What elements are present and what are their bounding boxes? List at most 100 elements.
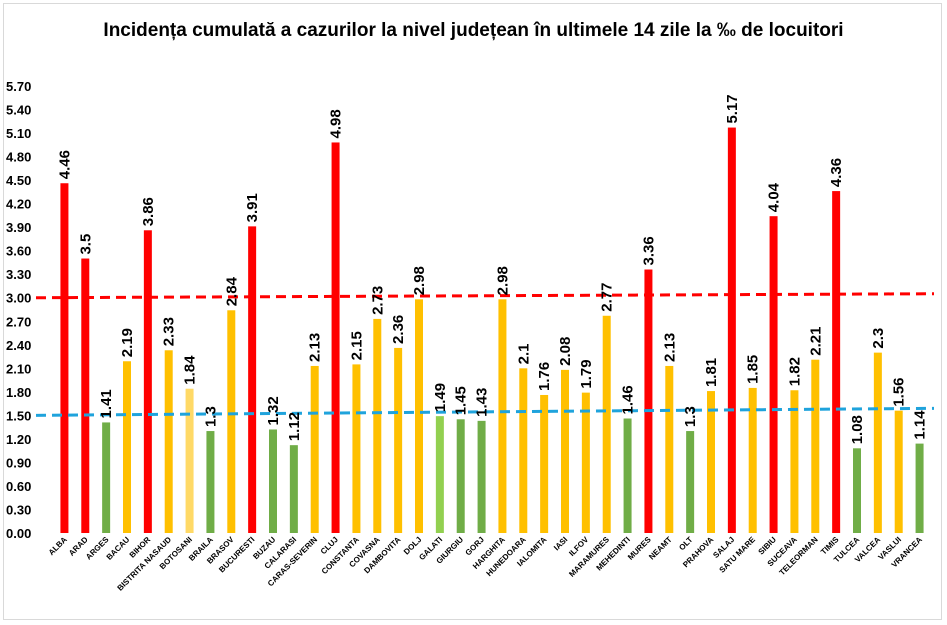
bar bbox=[644, 269, 653, 533]
value-label: 2.98 bbox=[411, 266, 428, 295]
value-label: 2.1 bbox=[515, 343, 532, 364]
bar bbox=[373, 318, 382, 533]
value-label: 3.5 bbox=[77, 234, 94, 255]
value-label: 3.36 bbox=[640, 236, 657, 265]
bar bbox=[248, 226, 257, 533]
bar bbox=[623, 418, 632, 533]
bar bbox=[790, 390, 799, 533]
value-label: 1.08 bbox=[849, 415, 866, 444]
value-label: 4.98 bbox=[328, 109, 345, 138]
value-label: 1.79 bbox=[578, 359, 595, 388]
value-label: 1.56 bbox=[891, 377, 908, 406]
bar bbox=[81, 258, 90, 533]
value-label: 1.41 bbox=[98, 389, 115, 418]
value-label: 1.85 bbox=[745, 355, 762, 384]
y-tick-label: 2.10 bbox=[6, 361, 31, 376]
value-label: 2.33 bbox=[161, 317, 178, 346]
bar bbox=[561, 369, 569, 533]
bar bbox=[477, 420, 486, 533]
y-tick-label: 1.80 bbox=[6, 385, 31, 400]
y-tick-label: 3.00 bbox=[6, 291, 31, 306]
chart-title: Incidența cumulată a cazurilor la nivel … bbox=[103, 20, 844, 41]
category-label: IASI bbox=[552, 535, 569, 552]
bar bbox=[540, 394, 549, 533]
value-label: 1.32 bbox=[265, 396, 282, 425]
y-tick-label: 4.20 bbox=[6, 197, 31, 212]
chart-frame bbox=[3, 3, 942, 620]
bar bbox=[102, 422, 111, 533]
value-labels: 4.46 3.5 1.41 2.19 3.86 2.331.84 1.3 2.84 3.91 1.… bbox=[56, 94, 928, 444]
bar bbox=[185, 388, 194, 533]
y-axis-ticks: 0.00 0.30 0.60 0.90 1.20 1.50 1.80 2.10 2.40 2.70… bbox=[6, 79, 31, 541]
value-label: 3.91 bbox=[244, 193, 261, 222]
bar bbox=[456, 419, 465, 533]
bars-group bbox=[60, 127, 924, 534]
bar bbox=[915, 443, 924, 533]
y-tick-label: 4.50 bbox=[6, 173, 31, 188]
value-label: 1.84 bbox=[182, 355, 199, 385]
value-label: 3.86 bbox=[140, 197, 157, 226]
bar bbox=[873, 352, 882, 533]
bar bbox=[206, 431, 215, 533]
value-label: 4.46 bbox=[56, 150, 73, 179]
bar bbox=[60, 183, 69, 534]
value-label: 1.14 bbox=[912, 410, 929, 440]
value-label: 2.77 bbox=[599, 283, 616, 312]
bar bbox=[665, 365, 674, 533]
value-label: 2.36 bbox=[390, 315, 407, 344]
bar bbox=[519, 368, 528, 533]
bar bbox=[143, 230, 152, 534]
bar bbox=[498, 299, 507, 533]
y-tick-label: 3.60 bbox=[6, 244, 31, 259]
bar bbox=[727, 127, 736, 533]
y-tick-label: 5.70 bbox=[6, 79, 31, 94]
category-label: OLT bbox=[677, 535, 694, 552]
y-tick-label: 0.30 bbox=[6, 502, 31, 517]
value-label: 1.81 bbox=[703, 358, 720, 387]
y-tick-label: 1.50 bbox=[6, 408, 31, 423]
bar bbox=[686, 431, 695, 533]
value-label: 2.13 bbox=[661, 333, 678, 362]
value-label: 2.19 bbox=[119, 328, 136, 357]
reference-line bbox=[35, 292, 935, 300]
value-label: 2.13 bbox=[307, 333, 324, 362]
y-tick-label: 1.20 bbox=[6, 432, 31, 447]
bar bbox=[164, 350, 173, 533]
y-tick-label: 0.00 bbox=[6, 526, 31, 541]
value-label: 2.73 bbox=[369, 286, 386, 315]
bar bbox=[123, 361, 131, 533]
bar bbox=[394, 347, 403, 533]
bar bbox=[748, 387, 757, 533]
value-label: 2.98 bbox=[494, 266, 511, 295]
y-tick-label: 2.40 bbox=[6, 338, 31, 353]
bar bbox=[289, 445, 298, 533]
reference-line bbox=[35, 406, 935, 417]
category-label: BACAU bbox=[105, 535, 132, 562]
value-label: 1.12 bbox=[286, 412, 303, 441]
bar bbox=[581, 392, 590, 533]
value-label: 5.17 bbox=[724, 94, 741, 123]
bar bbox=[769, 216, 778, 533]
y-tick-label: 5.40 bbox=[6, 103, 31, 118]
y-tick-label: 5.10 bbox=[6, 126, 31, 141]
y-tick-label: 3.30 bbox=[6, 267, 31, 282]
y-tick-label: 0.60 bbox=[6, 479, 31, 494]
bar bbox=[853, 448, 861, 533]
bar bbox=[602, 315, 611, 533]
value-label: 2.21 bbox=[807, 326, 824, 355]
value-label: 1.46 bbox=[620, 385, 637, 414]
value-label: 1.43 bbox=[474, 388, 491, 417]
bar bbox=[415, 299, 423, 533]
y-tick-label: 4.80 bbox=[6, 150, 31, 165]
value-label: 2.15 bbox=[348, 331, 365, 360]
value-label: 4.04 bbox=[766, 182, 783, 212]
value-label: 1.76 bbox=[536, 362, 553, 391]
value-label: 1.3 bbox=[202, 406, 219, 427]
y-tick-label: 0.90 bbox=[6, 455, 31, 470]
value-label: 1.45 bbox=[453, 386, 470, 415]
bar bbox=[811, 359, 820, 533]
value-label: 1.3 bbox=[682, 406, 699, 427]
bar bbox=[832, 191, 841, 533]
